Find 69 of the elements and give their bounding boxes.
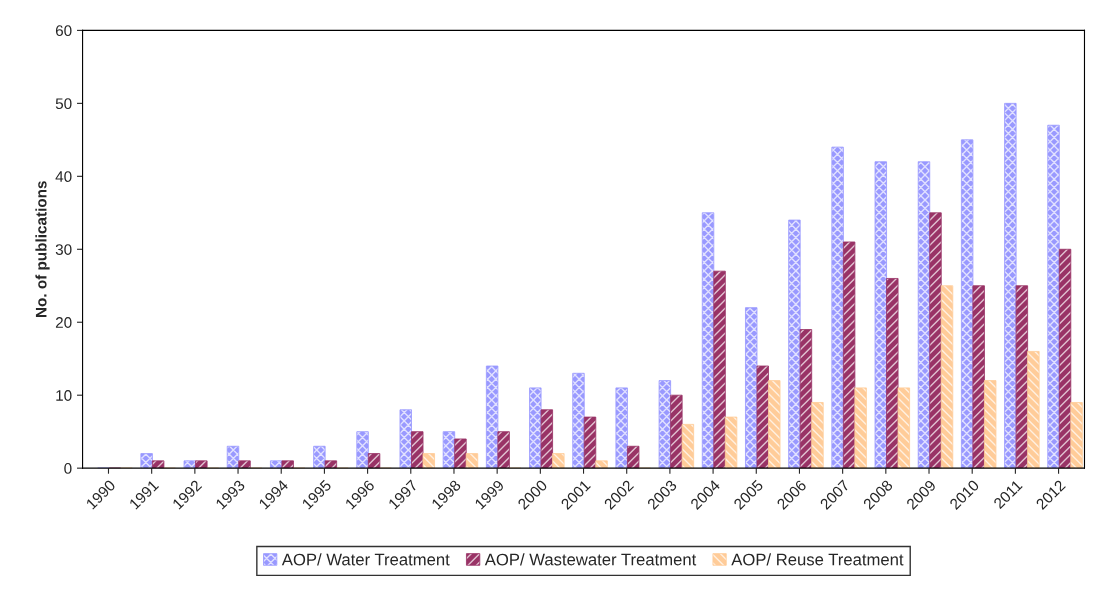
- bar: [1058, 248, 1072, 469]
- bar: [886, 278, 899, 469]
- bar: [529, 387, 542, 469]
- bar: [897, 387, 910, 469]
- bar: [356, 431, 369, 469]
- bar: [984, 380, 997, 469]
- bar: [183, 460, 196, 469]
- bar: [929, 212, 942, 469]
- bar: [595, 460, 608, 469]
- bar: [1015, 285, 1029, 469]
- y-tick-label: 30: [55, 244, 72, 255]
- bar: [1070, 402, 1083, 469]
- bar: [540, 409, 553, 469]
- bar: [281, 460, 294, 469]
- bar: [658, 380, 672, 469]
- bar: [756, 365, 769, 469]
- bar: [972, 285, 985, 469]
- y-tick-label: 40: [55, 171, 72, 183]
- bar: [788, 219, 801, 469]
- y-tick-label: 10: [56, 390, 72, 401]
- bar: [745, 307, 758, 469]
- bar: [1047, 124, 1060, 469]
- bar: [270, 460, 283, 469]
- bar: [960, 139, 974, 469]
- y-tick-label: 50: [55, 98, 72, 110]
- bar: [940, 285, 954, 469]
- bar: [399, 409, 412, 469]
- bar: [485, 365, 499, 469]
- bar: [140, 453, 153, 469]
- bar: [811, 402, 824, 469]
- legend-label: AOP/ Reuse Treatment: [731, 553, 904, 566]
- bar: [313, 445, 326, 469]
- bar: [572, 372, 585, 469]
- bar: [195, 460, 208, 469]
- bar: [917, 161, 931, 469]
- bar: [324, 460, 338, 469]
- bar: [151, 460, 165, 469]
- bar: [367, 453, 381, 469]
- bar: [713, 270, 726, 469]
- bar: [842, 241, 856, 469]
- bar: [583, 416, 597, 469]
- bar: [615, 387, 628, 469]
- bar: [226, 445, 240, 469]
- bar: [454, 438, 467, 469]
- bar: [552, 453, 565, 469]
- bar: [724, 416, 738, 469]
- bar: [874, 161, 887, 469]
- y-tick-label: 60: [55, 25, 72, 37]
- bar: [799, 329, 813, 469]
- bar: [1004, 102, 1017, 469]
- y-tick-label: 0: [64, 463, 72, 474]
- bar: [238, 460, 251, 469]
- bar: [465, 453, 479, 469]
- bar: [854, 387, 867, 469]
- bar: [701, 212, 715, 469]
- bar: [1027, 351, 1040, 469]
- bar: [422, 453, 435, 469]
- bar: [442, 431, 456, 469]
- legend-label: AOP/ Water Treatment: [281, 553, 450, 566]
- bar: [670, 394, 683, 469]
- bar: [831, 146, 844, 469]
- y-tick-label: 20: [55, 317, 72, 328]
- bar: [497, 431, 510, 469]
- y-axis-title: No. of publications: [35, 181, 50, 317]
- legend-label: AOP/ Wastewater Treatment: [484, 553, 697, 566]
- bar: [411, 431, 424, 469]
- bar: [768, 380, 781, 469]
- bar: [627, 445, 640, 469]
- bar: [681, 423, 695, 469]
